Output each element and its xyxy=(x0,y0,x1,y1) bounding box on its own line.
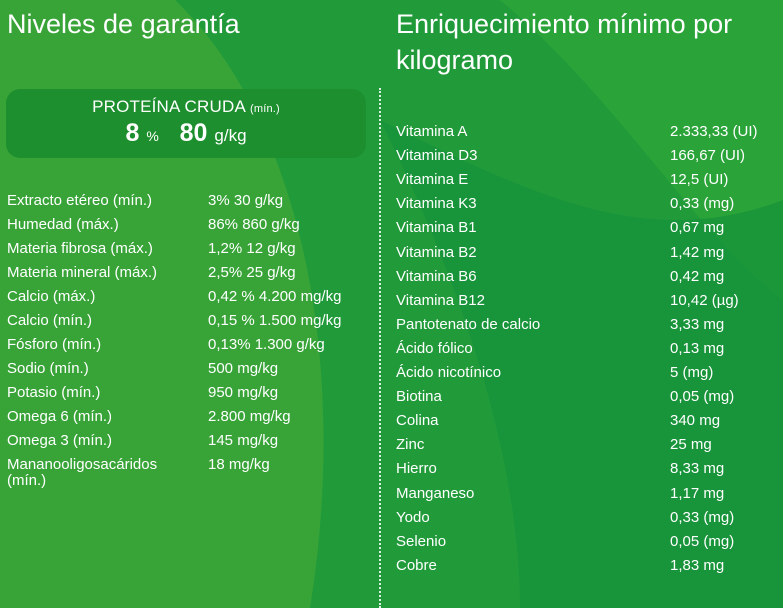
crude-protein-percent: 8 xyxy=(125,119,140,147)
row-label: Vitamina E xyxy=(396,171,469,189)
row-label: Materia mineral (máx.) xyxy=(7,264,158,281)
row-label: Vitamina B2 xyxy=(396,243,477,261)
row-label: Colina xyxy=(396,412,439,430)
row-value: 0,13 mg xyxy=(670,339,725,357)
row-label: Fósforo (mín.) xyxy=(7,336,102,353)
row-value: 2,5% 25 g/kg xyxy=(208,264,296,281)
crude-protein-values: 8 % 80 g/kg xyxy=(6,119,366,148)
row-label: Zinc xyxy=(396,436,425,454)
row-label: Materia fibrosa (máx.) xyxy=(7,240,153,257)
row-label: Omega 6 (mín.) xyxy=(7,408,113,425)
column-divider xyxy=(379,88,381,608)
row-value: 1,42 mg xyxy=(670,243,725,261)
row-label: Ácido nicotínico xyxy=(396,364,502,381)
row-value: 8,33 mg xyxy=(670,460,725,478)
row-label: Ácido fólico xyxy=(396,339,473,357)
row-label: Vitamina B1 xyxy=(396,219,477,237)
row-label: Selenio xyxy=(396,532,447,550)
row-value: 12,5 (UI) xyxy=(670,171,729,189)
row-value: 166,67 (UI) xyxy=(670,147,746,165)
row-label: Sodio (mín.) xyxy=(7,360,89,377)
row-value: 145 mg/kg xyxy=(208,432,279,449)
crude-protein-percent-unit: % xyxy=(146,128,159,144)
row-label: Cobre xyxy=(396,556,437,574)
crude-protein-name: PROTEÍNA CRUDA xyxy=(92,97,246,116)
row-value: 0,67 mg xyxy=(670,219,725,237)
row-label: Omega 3 (mín.) xyxy=(7,432,113,449)
row-value: 86% 860 g/kg xyxy=(208,216,300,233)
row-label: Vitamina B6 xyxy=(396,267,477,285)
row-label: Vitamina A xyxy=(396,123,468,140)
row-value: 0,15 % 1.500 mg/kg xyxy=(208,312,342,329)
row-label: Calcio (mín.) xyxy=(7,312,93,329)
row-label: Vitamina D3 xyxy=(396,147,478,165)
row-value: 0,33 (mg) xyxy=(670,195,735,213)
row-label: Extracto etéreo (mín.) xyxy=(7,192,153,209)
row-value: 340 mg xyxy=(670,412,721,430)
crude-protein-amount-unit: g/kg xyxy=(214,126,247,145)
row-value: 0,05 (mg) xyxy=(670,532,735,550)
row-value: 2.800 mg/kg xyxy=(208,408,291,425)
row-label: Vitamina B12 xyxy=(396,291,485,309)
row-value: 3,33 mg xyxy=(670,315,725,333)
crude-protein-qualifier: (mín.) xyxy=(250,103,280,115)
row-value: 1,2% 12 g/kg xyxy=(208,240,296,257)
crude-protein-label: PROTEÍNA CRUDA (mín.) xyxy=(6,97,366,117)
row-value: 0,33 (mg) xyxy=(670,508,735,526)
row-label: Vitamina K3 xyxy=(396,195,477,213)
row-value: 0,42 % 4.200 mg/kg xyxy=(208,288,342,305)
row-value: 18 mg/kg xyxy=(208,456,270,473)
row-label: Yodo xyxy=(396,508,430,526)
enrichment-title: Enriquecimiento mínimo por kilogramo xyxy=(396,9,733,75)
row-label: Calcio (máx.) xyxy=(7,288,96,305)
row-value: 5 (mg) xyxy=(670,364,714,381)
row-value: 950 mg/kg xyxy=(208,384,279,401)
row-label: Hierro xyxy=(396,460,437,478)
row-value: 0,13% 1.300 g/kg xyxy=(208,336,325,353)
row-value: 1,83 mg xyxy=(670,556,725,574)
row-value: 0,42 mg xyxy=(670,267,725,285)
row-value: 500 mg/kg xyxy=(208,360,279,377)
row-label: Manganeso xyxy=(396,484,475,502)
row-value: 1,17 mg xyxy=(670,484,725,502)
row-label: Humedad (máx.) xyxy=(7,216,119,233)
row-label: Potasio (mín.) xyxy=(7,384,101,401)
row-label: Pantotenato de calcio xyxy=(396,315,541,333)
row-value: 0,05 (mg) xyxy=(670,388,735,406)
row-value: 10,42 (µg) xyxy=(670,291,739,309)
guarantee-levels-title: Niveles de garantía xyxy=(7,9,240,39)
row-label: Mananooligosacáridos (mín.) xyxy=(7,456,158,489)
crude-protein-amount: 80 xyxy=(179,119,208,147)
row-value: 3% 30 g/kg xyxy=(208,192,284,209)
row-value: 2.333,33 (UI) xyxy=(670,123,758,140)
crude-protein-box: PROTEÍNA CRUDA (mín.) 8 % 80 g/kg xyxy=(6,89,366,158)
row-value: 25 mg xyxy=(670,436,712,454)
row-label: Biotina xyxy=(396,388,442,406)
